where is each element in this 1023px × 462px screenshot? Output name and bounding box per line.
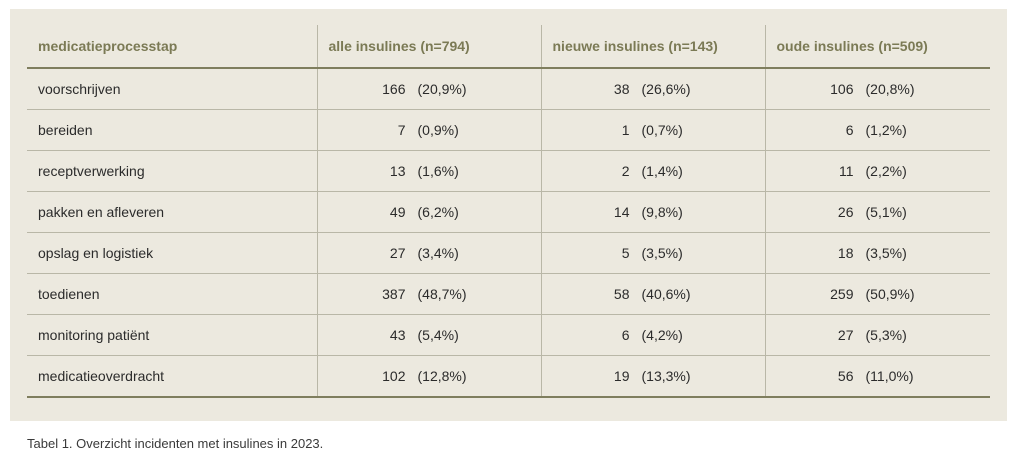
- count-value: 14: [613, 204, 630, 220]
- percent-value: (2,2%): [865, 163, 907, 179]
- table-row: medicatieoverdracht 102 (12,8%) 19 (13,3%)…: [27, 355, 990, 398]
- cell-new: 19 (13,3%): [540, 355, 765, 398]
- cell-all: 166 (20,9%): [316, 68, 541, 110]
- row-label: bereiden: [27, 109, 317, 151]
- percent-value: (48,7%): [417, 286, 467, 302]
- cell-all: 102 (12,8%): [316, 355, 541, 398]
- table-header-row: medicatieprocesstap alle insulines (n=79…: [27, 25, 990, 69]
- cell-new: 14 (9,8%): [540, 191, 765, 233]
- percent-value: (1,6%): [417, 163, 459, 179]
- table-row: opslag en logistiek 27 (3,4%) 5 (3,5%) 18 (…: [27, 232, 990, 274]
- count-value: 6: [621, 327, 630, 343]
- count-value: 38: [613, 81, 630, 97]
- count-value: 259: [830, 286, 854, 302]
- row-label: medicatieoverdracht: [27, 355, 317, 398]
- cell-all: 13 (1,6%): [316, 150, 541, 192]
- count-value: 1: [621, 122, 630, 138]
- percent-value: (50,9%): [865, 286, 915, 302]
- cell-old: 11 (2,2%): [764, 150, 990, 192]
- column-header-step: medicatieprocesstap: [27, 25, 317, 69]
- cell-old: 259 (50,9%): [764, 273, 990, 315]
- percent-value: (3,5%): [641, 245, 683, 261]
- cell-old: 6 (1,2%): [764, 109, 990, 151]
- count-value: 19: [613, 368, 630, 384]
- percent-value: (4,2%): [641, 327, 683, 343]
- percent-value: (12,8%): [417, 368, 467, 384]
- count-value: 2: [621, 163, 630, 179]
- count-value: 27: [389, 245, 406, 261]
- percent-value: (11,0%): [865, 368, 914, 384]
- column-header-new-insulins: nieuwe insulines (n=143): [540, 25, 765, 69]
- cell-new: 2 (1,4%): [540, 150, 765, 192]
- percent-value: (26,6%): [641, 81, 691, 97]
- percent-value: (0,7%): [641, 122, 683, 138]
- cell-old: 27 (5,3%): [764, 314, 990, 356]
- percent-value: (20,9%): [417, 81, 467, 97]
- percent-value: (20,8%): [865, 81, 915, 97]
- percent-value: (3,5%): [865, 245, 907, 261]
- table-row: voorschrijven 166 (20,9%) 38 (26,6%) 106 (2…: [27, 68, 990, 110]
- count-value: 166: [382, 81, 406, 97]
- table-panel: medicatieprocesstap alle insulines (n=79…: [10, 9, 1007, 421]
- cell-new: 6 (4,2%): [540, 314, 765, 356]
- percent-value: (9,8%): [641, 204, 683, 220]
- cell-all: 43 (5,4%): [316, 314, 541, 356]
- percent-value: (5,1%): [865, 204, 907, 220]
- cell-new: 58 (40,6%): [540, 273, 765, 315]
- row-label: toedienen: [27, 273, 317, 315]
- percent-value: (1,4%): [641, 163, 683, 179]
- cell-old: 106 (20,8%): [764, 68, 990, 110]
- count-value: 6: [845, 122, 854, 138]
- cell-new: 38 (26,6%): [540, 68, 765, 110]
- count-value: 106: [830, 81, 854, 97]
- row-label: receptverwerking: [27, 150, 317, 192]
- cell-all: 7 (0,9%): [316, 109, 541, 151]
- cell-all: 49 (6,2%): [316, 191, 541, 233]
- incidents-table: medicatieprocesstap alle insulines (n=79…: [27, 25, 990, 398]
- cell-old: 26 (5,1%): [764, 191, 990, 233]
- count-value: 11: [838, 163, 854, 179]
- table-row: pakken en afleveren 49 (6,2%) 14 (9,8%) 26…: [27, 191, 990, 233]
- table-row: receptverwerking 13 (1,6%) 2 (1,4%) 11 (2,2…: [27, 150, 990, 192]
- table-row: bereiden 7 (0,9%) 1 (0,7%) 6 (1,2%): [27, 109, 990, 151]
- count-value: 5: [621, 245, 630, 261]
- percent-value: (1,2%): [865, 122, 907, 138]
- count-value: 387: [382, 286, 406, 302]
- count-value: 102: [382, 368, 406, 384]
- count-value: 49: [389, 204, 406, 220]
- percent-value: (0,9%): [417, 122, 459, 138]
- count-value: 58: [613, 286, 630, 302]
- cell-all: 27 (3,4%): [316, 232, 541, 274]
- row-label: voorschrijven: [27, 68, 317, 110]
- cell-new: 5 (3,5%): [540, 232, 765, 274]
- column-header-old-insulins: oude insulines (n=509): [764, 25, 990, 69]
- row-label: pakken en afleveren: [27, 191, 317, 233]
- cell-new: 1 (0,7%): [540, 109, 765, 151]
- percent-value: (5,4%): [417, 327, 459, 343]
- cell-old: 56 (11,0%): [764, 355, 990, 398]
- percent-value: (13,3%): [641, 368, 691, 384]
- count-value: 27: [837, 327, 854, 343]
- percent-value: (6,2%): [417, 204, 459, 220]
- cell-all: 387 (48,7%): [316, 273, 541, 315]
- count-value: 13: [389, 163, 406, 179]
- row-label: monitoring patiënt: [27, 314, 317, 356]
- percent-value: (40,6%): [641, 286, 691, 302]
- count-value: 56: [837, 368, 854, 384]
- count-value: 26: [837, 204, 854, 220]
- count-value: 7: [397, 122, 406, 138]
- percent-value: (5,3%): [865, 327, 907, 343]
- table-row: toedienen 387 (48,7%) 58 (40,6%) 259 (50,9%…: [27, 273, 990, 315]
- row-label: opslag en logistiek: [27, 232, 317, 274]
- count-value: 18: [837, 245, 854, 261]
- column-header-all-insulins: alle insulines (n=794): [316, 25, 541, 69]
- table-row: monitoring patiënt 43 (5,4%) 6 (4,2%) 27 (5…: [27, 314, 990, 356]
- percent-value: (3,4%): [417, 245, 459, 261]
- table-caption: Tabel 1. Overzicht incidenten met insuli…: [27, 436, 324, 451]
- cell-old: 18 (3,5%): [764, 232, 990, 274]
- count-value: 43: [389, 327, 406, 343]
